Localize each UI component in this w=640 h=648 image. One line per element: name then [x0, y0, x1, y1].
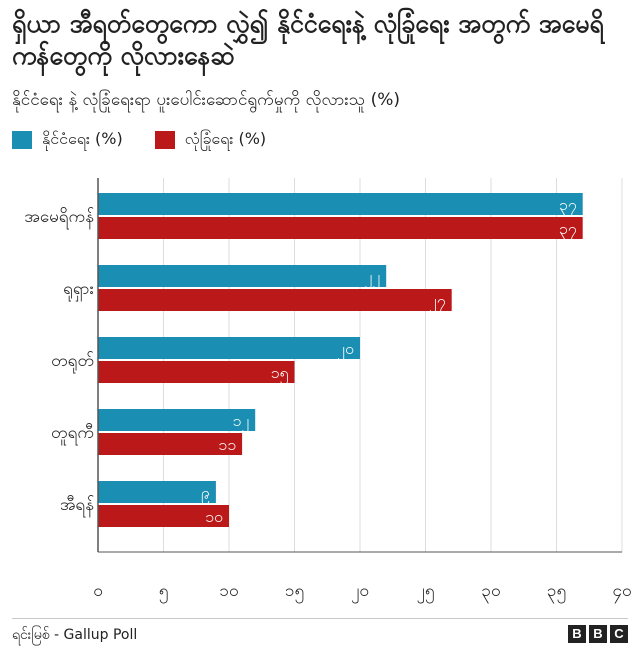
chart-legend: နိုင်ငံရေး (%) လုံခြုံရေး (%) [12, 128, 298, 152]
x-tick-label: ၃၅ [547, 581, 566, 604]
x-tick-label: ၁၅ [285, 581, 304, 604]
bbc-logo-letter: C [610, 625, 628, 643]
bbc-logo-letter: B [568, 625, 586, 643]
x-tick-label: ၄၀ [612, 581, 631, 604]
bar [98, 481, 216, 503]
chart-subtitle: နိုင်ငံရေး နဲ့ လုံခြုံရေးရာ ပူးပေါင်းဆော… [12, 90, 401, 110]
bar-value-label: ၂၀ [337, 339, 354, 361]
x-tick-label: ၀ [93, 581, 103, 601]
chart-title: ရှိယာ အီရတ်တွေကော လွှဲ၍ နိုင်ငံရေးနဲ့ လု… [12, 9, 604, 70]
bar-value-label: ၂၇ [429, 291, 446, 313]
bar [98, 505, 229, 527]
bar-value-label: ၁၁ [218, 435, 236, 454]
legend-item-politics: နိုင်ငံရေး (%) [12, 128, 123, 152]
legend-swatch-politics [12, 131, 32, 149]
bar [98, 289, 452, 311]
bar [98, 217, 583, 239]
bar [98, 409, 256, 431]
x-tick-label: ၅ [159, 581, 169, 604]
legend-item-security: လုံခြုံရေး (%) [154, 128, 267, 152]
footer-divider [12, 618, 628, 619]
bar-value-label: ၁၂ [232, 411, 249, 433]
x-tick-label: ၂၀ [351, 581, 369, 604]
category-label: တူရကီ [51, 423, 94, 446]
source-note: ရင်းမြစ် - Gallup Poll [12, 627, 138, 643]
bar [98, 433, 243, 455]
bar [98, 265, 387, 287]
bar [98, 337, 360, 359]
x-tick-label: ၁၀ [219, 581, 238, 601]
bar-value-label: ၂၂ [364, 267, 380, 289]
bar-value-label: ၃၇ [559, 195, 577, 217]
legend-label-security: လုံခြုံရေး (%) [184, 129, 267, 148]
bar [98, 361, 295, 383]
bar-value-label: ၁၅ [271, 363, 289, 385]
category-label: အမေရိကန် [24, 207, 94, 230]
legend-swatch-security [154, 131, 175, 149]
bar-value-label: ၉ [201, 483, 210, 505]
bbc-logo: B B C [565, 625, 628, 643]
legend-label-politics: နိုင်ငံရေး (%) [42, 129, 123, 148]
bar [98, 193, 583, 215]
bar-value-label: ၁၀ [205, 507, 223, 526]
x-tick-label: ၂၅ [417, 581, 435, 604]
category-label: တရုတ် [51, 351, 94, 374]
bbc-logo-letter: B [589, 625, 607, 643]
x-tick-label: ၃၀ [481, 581, 500, 604]
bar-chart: ၃၇၃၇အမေရိကန်၂၂၂၇ရုရှား၂၀၁၅တရုတ်၁၂၁၁တူရကီ… [24, 178, 632, 604]
bar-value-label: ၃၇ [559, 219, 577, 241]
category-label: အီရန် [60, 495, 94, 518]
category-label: ရုရှား [63, 279, 94, 302]
